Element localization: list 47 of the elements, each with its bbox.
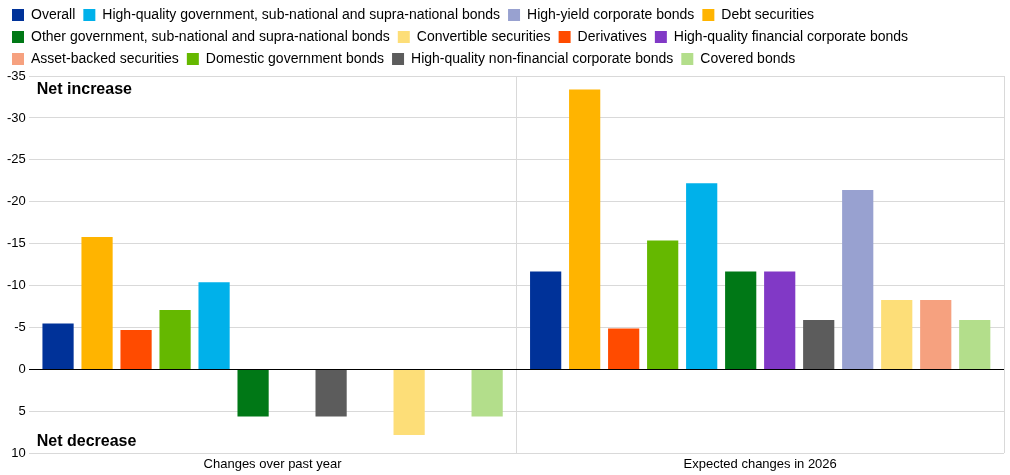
y-tick-label: 0	[18, 361, 26, 377]
annotation: Net increase	[36, 80, 133, 98]
bar	[120, 330, 152, 370]
y-tick-label: -25	[6, 151, 26, 167]
bar	[530, 271, 562, 370]
y-tick-label: -20	[6, 193, 26, 209]
bar	[842, 190, 874, 370]
legend-label: Covered bonds	[700, 49, 796, 66]
legend-label: Overall	[31, 5, 76, 22]
bar	[315, 370, 347, 417]
y-tick-label: -10	[6, 277, 26, 293]
legend-label: Derivatives	[577, 27, 647, 44]
y-tick-label: -15	[6, 235, 26, 251]
bar	[198, 282, 230, 370]
bar	[725, 271, 757, 370]
y-tick-label: -35	[6, 67, 26, 83]
legend-label: Asset-backed securities	[31, 49, 179, 66]
bar	[647, 240, 679, 370]
y-tick-label: -5	[14, 319, 26, 335]
bar	[42, 323, 74, 370]
bar	[159, 309, 191, 370]
legend-label: Convertible securities	[416, 27, 551, 44]
bar	[471, 370, 503, 417]
y-tick-label: 10	[11, 444, 26, 460]
legend-label: High-yield corporate bonds	[527, 5, 695, 22]
legend-label: Domestic government bonds	[205, 49, 385, 66]
x-tick-label: Changes over past year	[203, 455, 343, 471]
legend-label: High-quality non-financial corporate bonds	[411, 49, 674, 66]
bar	[393, 370, 425, 435]
legend-label: High-quality financial corporate bonds	[673, 27, 909, 44]
bar	[881, 299, 913, 370]
annotation: Net decrease	[36, 431, 137, 449]
bar	[959, 320, 991, 370]
legend-label: Debt securities	[721, 5, 814, 22]
bar	[569, 89, 601, 370]
legend-label: High-quality government, sub-national and supra-national bonds	[102, 5, 501, 22]
y-tick-label: 5	[18, 403, 26, 419]
x-tick-label: Expected changes in 2026	[683, 455, 837, 471]
bar	[920, 299, 952, 370]
bar	[803, 320, 835, 370]
bar	[237, 370, 269, 417]
bar	[686, 183, 718, 370]
legend-label: Other government, sub-national and supra-national bonds	[31, 27, 390, 44]
bar	[81, 237, 113, 370]
y-tick-label: -30	[6, 109, 26, 125]
bar	[608, 328, 640, 370]
bar	[764, 271, 796, 370]
